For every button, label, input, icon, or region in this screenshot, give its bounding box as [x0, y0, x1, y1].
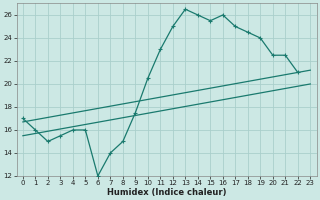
X-axis label: Humidex (Indice chaleur): Humidex (Indice chaleur) — [107, 188, 226, 197]
